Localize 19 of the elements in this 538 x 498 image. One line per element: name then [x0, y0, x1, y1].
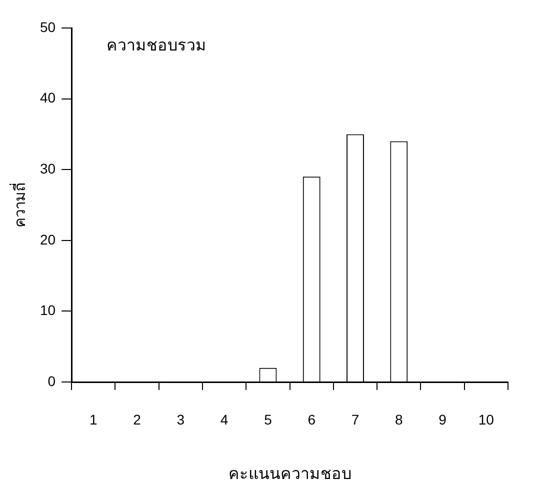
x-axis-title: คะแนนความชอบ: [228, 466, 352, 483]
x-tick-label: 7: [351, 411, 360, 428]
x-tick-label: 3: [176, 411, 185, 428]
x-tick-label: 4: [220, 411, 228, 428]
x-tick-label: 5: [264, 411, 272, 428]
y-tick-label: 0: [48, 372, 56, 389]
y-axis-title: ความถี่: [9, 182, 30, 228]
x-tick-label: 2: [133, 411, 142, 428]
y-tick-label: 10: [40, 302, 56, 318]
x-tick-label: 6: [308, 411, 316, 428]
x-tick-label: 8: [394, 411, 403, 428]
x-tick-label: 10: [478, 411, 494, 428]
x-tick-label: 9: [438, 411, 447, 428]
y-tick-label: 50: [40, 18, 56, 35]
y-tick-label: 30: [40, 160, 56, 176]
y-tick-label: 40: [40, 90, 56, 106]
y-tick-label: 20: [40, 231, 56, 248]
x-tick-label: 1: [89, 411, 98, 428]
text: ความชอบรวม: [106, 37, 207, 54]
